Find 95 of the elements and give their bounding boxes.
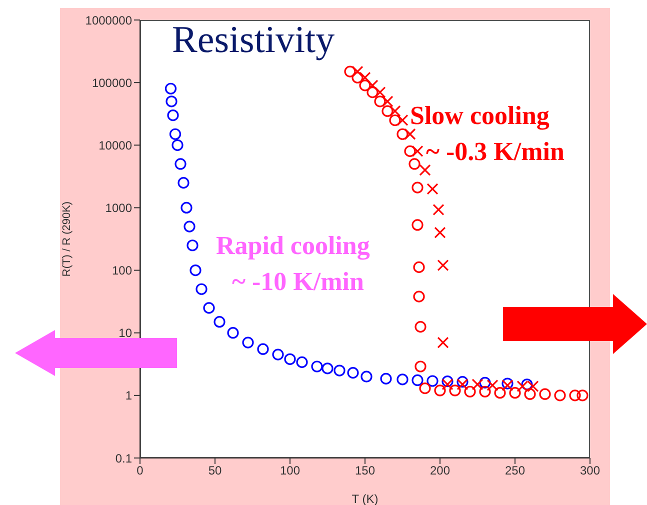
x-tick-label: 50 [208, 464, 222, 478]
y-tick-label: 10 [118, 326, 132, 340]
point [494, 387, 506, 399]
point [456, 376, 468, 388]
point [412, 145, 424, 158]
chart-title: Resistivity [172, 18, 335, 62]
point [382, 105, 394, 117]
point [203, 302, 215, 314]
point [479, 376, 491, 388]
point [272, 348, 284, 360]
point [186, 240, 198, 252]
point [374, 96, 386, 108]
point [396, 114, 408, 126]
point [311, 360, 323, 372]
point [174, 158, 186, 170]
point [554, 390, 566, 402]
point [214, 316, 226, 328]
point [414, 320, 426, 333]
point [442, 378, 454, 390]
point [359, 80, 371, 92]
point [334, 364, 346, 376]
point [360, 370, 372, 382]
point [434, 226, 446, 238]
point [413, 261, 425, 274]
annotation: Slow cooling ~ -0.3 K/min [410, 100, 564, 168]
x-tick-label: 250 [504, 464, 526, 478]
y-tick-label: 1 [125, 388, 132, 403]
point [389, 114, 401, 126]
point [437, 260, 449, 272]
point [180, 202, 192, 214]
point [569, 390, 581, 402]
point [576, 390, 588, 402]
point [509, 387, 521, 399]
point [464, 386, 476, 398]
point [449, 384, 461, 396]
y-tick-label: 10000 [98, 138, 132, 152]
y-tick-label: 100 [112, 264, 132, 278]
point [479, 386, 491, 398]
point [374, 86, 386, 98]
point [167, 109, 179, 122]
point [382, 96, 394, 108]
point [426, 375, 438, 387]
point [408, 158, 420, 170]
point [539, 388, 551, 400]
point [426, 183, 438, 195]
point [414, 360, 426, 372]
point [296, 356, 308, 368]
point [389, 105, 401, 117]
point [432, 204, 444, 216]
point [437, 336, 449, 348]
point [166, 96, 178, 108]
point [196, 283, 208, 295]
point [344, 66, 356, 78]
point [190, 264, 202, 276]
point [456, 378, 468, 390]
annotation: Rapid cooling ~ -10 K/min [216, 230, 370, 298]
point [486, 380, 498, 392]
y-tick-label: 1000000 [85, 13, 132, 28]
point [227, 327, 239, 339]
point [412, 182, 424, 194]
point [396, 128, 408, 140]
point [524, 388, 536, 400]
point [419, 164, 431, 176]
point [178, 177, 190, 189]
point [442, 376, 454, 388]
point [242, 336, 254, 348]
x-tick-label: 200 [430, 464, 450, 478]
y-tick-label: 0.1 [115, 451, 132, 466]
point [366, 86, 378, 98]
point [164, 82, 177, 94]
point [521, 378, 533, 390]
y-tick-label: 1000 [105, 200, 132, 215]
point [169, 128, 182, 140]
point [404, 145, 416, 158]
y-axis-title: R(T) / R (290K) [60, 201, 73, 277]
point [419, 382, 431, 394]
point [413, 290, 425, 302]
point [412, 219, 424, 231]
point [257, 343, 269, 355]
x-tick-label: 150 [354, 464, 376, 478]
point [184, 220, 196, 232]
point [347, 366, 359, 379]
point [472, 378, 484, 390]
point [396, 374, 408, 386]
x-tick-label: 100 [280, 464, 300, 478]
point [172, 139, 184, 151]
y-tick-label: 100000 [92, 76, 132, 90]
point [322, 362, 334, 374]
point [380, 372, 392, 385]
x-tick-label: 0 [136, 464, 144, 478]
point [284, 353, 296, 365]
point [434, 384, 446, 396]
x-tick-label: 300 [580, 464, 600, 478]
point [412, 374, 424, 386]
point [404, 128, 416, 140]
